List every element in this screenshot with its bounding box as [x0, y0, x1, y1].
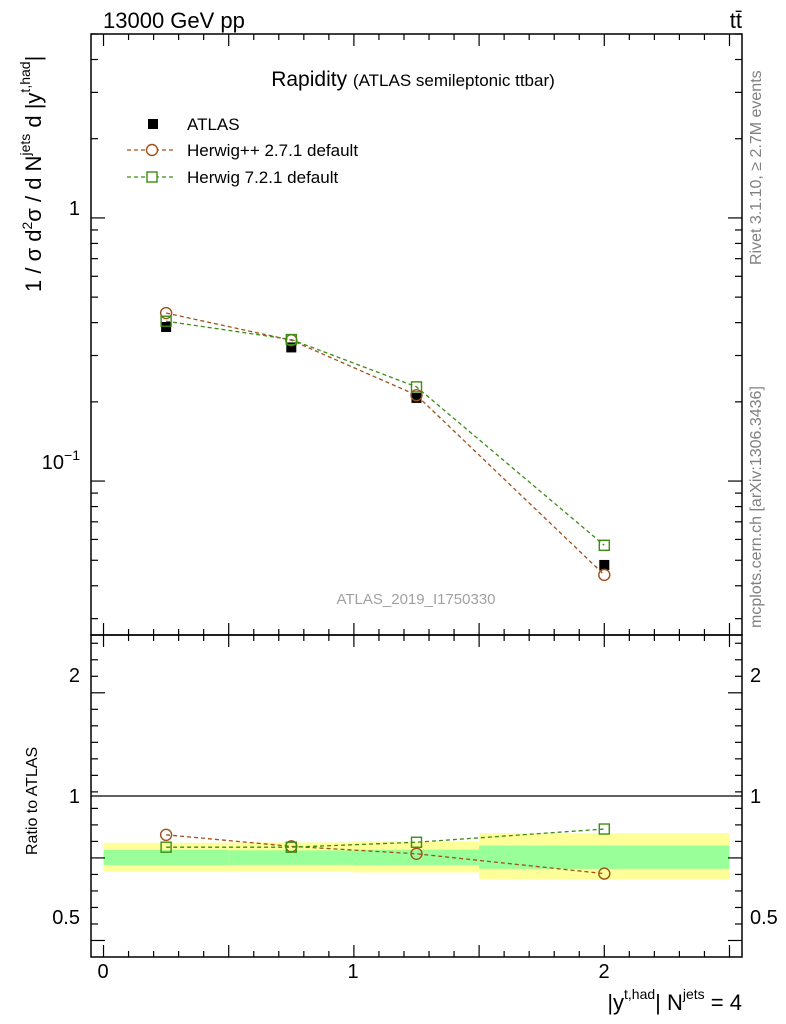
title-main: Rapidity — [271, 68, 347, 91]
ratio-y-axis-label: Ratio to ATLAS — [24, 747, 41, 855]
ratio-stat-band-0 — [103, 849, 229, 866]
legend-atlas-marker — [148, 119, 158, 129]
main-point-2-3 — [598, 539, 610, 551]
main-y-ticks — [91, 33, 742, 620]
ratio-panel: 2 1 0.5 2 1 0.5 0 1 2 Ratio to ATLAS |yt… — [24, 634, 778, 1015]
main-point-1-3 — [598, 568, 611, 582]
ratio-point-1-3 — [598, 823, 610, 835]
main-panel: 1 10−1 Rapidity (ATLAS semileptonic ttba… — [17, 33, 743, 636]
legend-herwigpp-marker — [145, 143, 159, 157]
rivet-label: Rivet 3.1.10, ≥ 2.7M events — [748, 70, 765, 265]
main-x-ticks — [102, 34, 731, 635]
process-label: tt̄ — [730, 8, 742, 33]
ratio-point-1-2 — [410, 836, 423, 848]
legend-herwig7-marker — [146, 171, 158, 183]
ratio-y-ticks — [91, 642, 742, 942]
source-label: mcplots.cern.ch [arXiv:1306.3436] — [748, 386, 765, 628]
main-ytick-label-1: 1 — [69, 198, 80, 220]
main-point-2-1 — [285, 333, 298, 346]
xtick-label-0: 0 — [97, 961, 108, 983]
ratio-x-ticks — [102, 635, 731, 957]
chart-title: Rapidity (ATLAS semileptonic ttbar) — [271, 68, 555, 91]
ratio-point-0-0 — [159, 828, 173, 842]
ratio-point-1-1 — [285, 841, 298, 853]
energy-label: 13000 GeV pp — [103, 8, 245, 33]
ratio-point-0-2 — [410, 847, 423, 860]
legend-atlas-label: ATLAS — [187, 115, 240, 134]
xtick-label-2: 2 — [598, 961, 609, 983]
legend-entry-atlas: ATLAS — [148, 115, 240, 134]
ratio-series-line-1 — [166, 828, 605, 848]
legend: ATLAS Herwig++ 2.7.1 default Herwig 7.2.… — [127, 115, 358, 187]
ratio-ytick-left-2: 2 — [69, 665, 80, 687]
main-point-2-0 — [160, 315, 172, 327]
legend-herwig7-label: Herwig 7.2.1 default — [187, 168, 338, 187]
main-y-axis-label: 1 / σ d2σ / d Njets d |yt,had| — [17, 56, 46, 292]
ratio-ytick-right-1: 1 — [750, 786, 761, 808]
ratio-bands-layer — [103, 833, 730, 880]
main-series-layer — [159, 306, 611, 582]
main-point-0-0 — [161, 322, 172, 333]
ratio-ytick-left-0.5: 0.5 — [52, 907, 80, 929]
title-sub: (ATLAS semileptonic ttbar) — [353, 71, 555, 90]
ratio-ytick-right-0.5: 0.5 — [750, 907, 778, 929]
x-axis-label: |yt,had| Njets = 4 — [607, 986, 742, 1015]
ratio-stat-band-2 — [353, 849, 480, 866]
ratio-stat-band-1 — [228, 850, 354, 865]
legend-herwigpp-label: Herwig++ 2.7.1 default — [187, 141, 358, 160]
ratio-point-1-0 — [160, 841, 172, 853]
ratio-ytick-right-2: 2 — [750, 665, 761, 687]
main-point-1-0 — [159, 306, 173, 320]
main-point-0-1 — [286, 342, 297, 353]
main-point-1-2 — [410, 388, 423, 402]
watermark: ATLAS_2019_I1750330 — [336, 591, 495, 608]
main-series-line-1 — [165, 312, 605, 576]
ratio-series-layer — [159, 823, 611, 880]
main-ytick-label-0.1: 10−1 — [42, 447, 80, 474]
ratio-ytick-left-1: 1 — [69, 786, 80, 808]
main-point-0-2 — [411, 392, 422, 403]
xtick-label-1: 1 — [347, 961, 358, 983]
ratio-stat-band-3 — [479, 845, 730, 869]
ratio-plot-frame — [90, 634, 743, 958]
legend-entry-herwigpp: Herwig++ 2.7.1 default — [127, 141, 358, 160]
main-point-2-2 — [410, 381, 423, 393]
main-series-line-2 — [166, 320, 605, 546]
ratio-point-0-3 — [598, 867, 611, 880]
ratio-series-line-0 — [166, 834, 605, 875]
main-point-0-3 — [599, 559, 610, 570]
legend-entry-herwig7: Herwig 7.2.1 default — [127, 168, 338, 187]
